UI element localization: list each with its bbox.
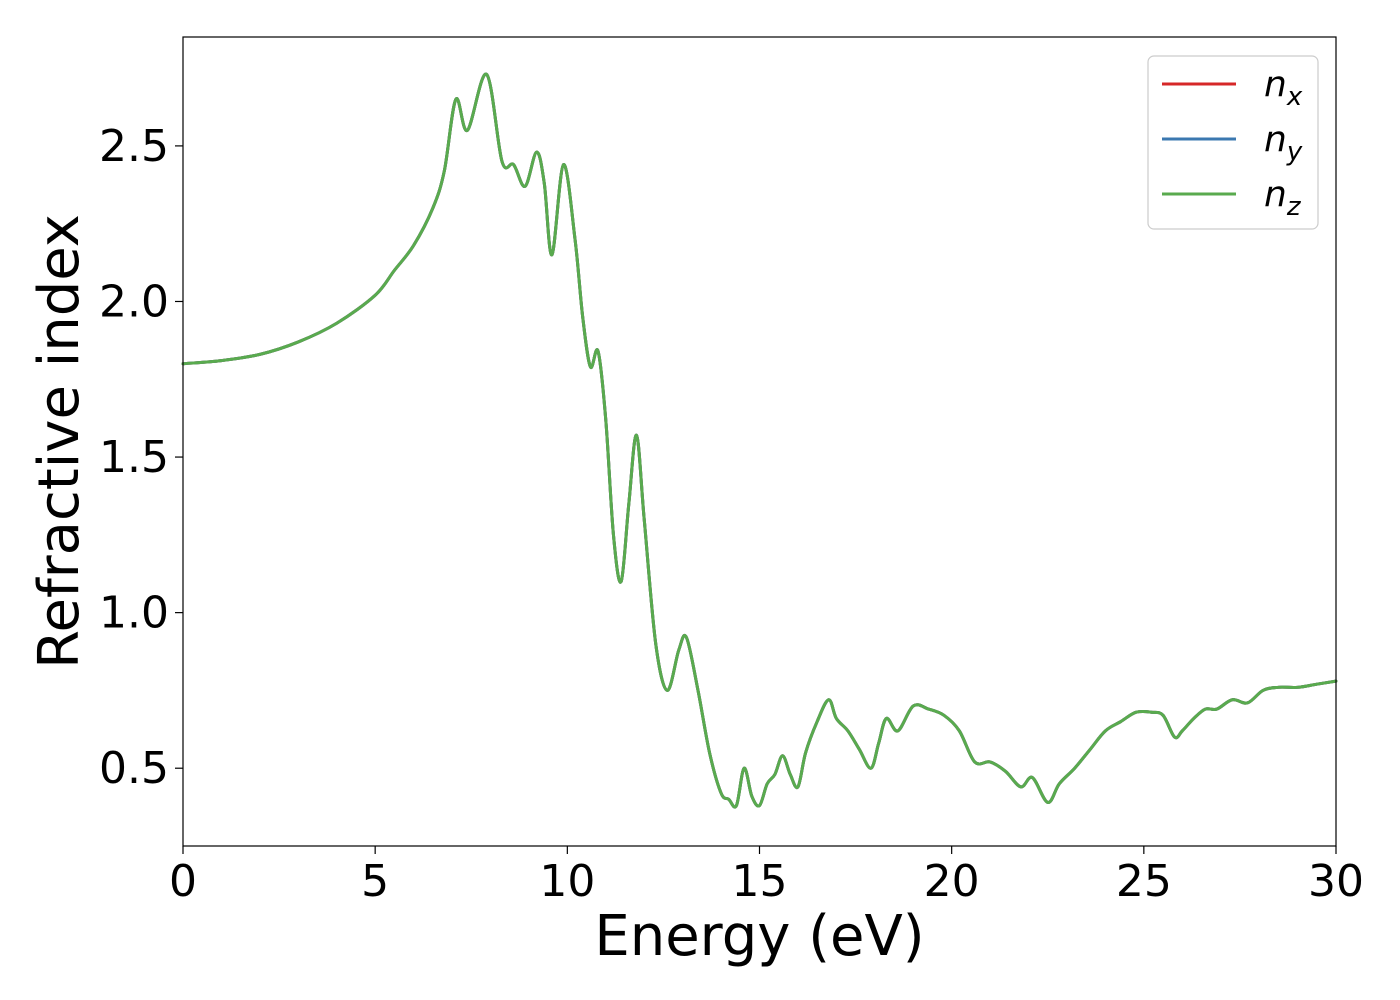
legend-box — [1147, 55, 1319, 230]
legend: nx ny nz — [1147, 55, 1319, 230]
y-tick-label: 0.5 — [99, 743, 169, 794]
x-tick-label: 15 — [732, 856, 788, 907]
y-tick-label: 1.0 — [99, 588, 169, 639]
x-tick-label: 25 — [1116, 856, 1172, 907]
x-axis-label: Energy (eV) — [594, 904, 924, 969]
series-layer — [181, 72, 1338, 809]
y-tick-label: 2.5 — [99, 121, 169, 172]
x-tick-label: 20 — [924, 856, 980, 907]
y-tick-label: 1.5 — [99, 432, 169, 483]
legend-label-n-y: ny — [1264, 119, 1303, 167]
x-tick-label: 30 — [1308, 856, 1364, 907]
y-tick-label: 2.0 — [99, 276, 169, 327]
series-line-n-z — [181, 72, 1338, 809]
legend-label-n-z: nz — [1264, 174, 1302, 222]
x-tick-label: 5 — [361, 856, 389, 907]
legend-label-n-x: nx — [1264, 64, 1303, 112]
x-axis-ticks: 0 5 10 15 20 25 30 — [169, 846, 1364, 907]
x-tick-label: 0 — [169, 856, 197, 907]
x-tick-label: 10 — [539, 856, 595, 907]
y-axis-ticks: 0.5 1.0 1.5 2.0 2.5 — [99, 121, 183, 794]
y-axis-label: Refractive index — [27, 214, 92, 669]
